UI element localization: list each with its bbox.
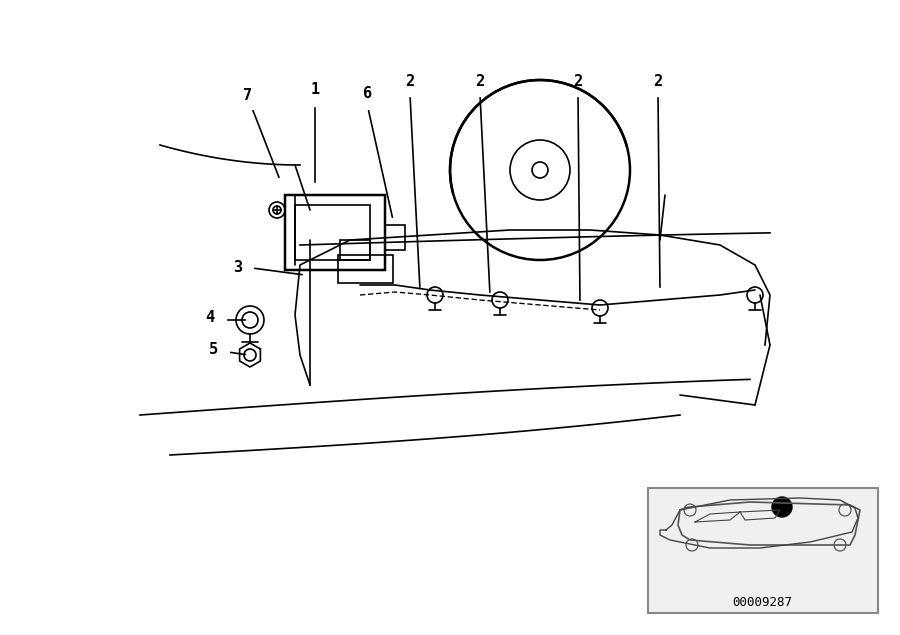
Text: 2: 2 <box>653 74 662 90</box>
Text: 5: 5 <box>209 342 218 358</box>
Circle shape <box>772 497 792 517</box>
Bar <box>295 205 370 260</box>
Bar <box>385 225 405 250</box>
Bar <box>285 195 385 270</box>
Text: 2: 2 <box>475 74 484 90</box>
Bar <box>648 488 878 613</box>
Text: 6: 6 <box>364 86 373 100</box>
Bar <box>340 240 370 260</box>
Text: 3: 3 <box>233 260 243 276</box>
Text: 4: 4 <box>205 311 214 326</box>
Text: 7: 7 <box>243 88 253 102</box>
Text: 2: 2 <box>573 74 582 90</box>
Text: 2: 2 <box>405 74 415 90</box>
Text: 00009287: 00009287 <box>732 596 792 608</box>
Text: 1: 1 <box>310 83 320 98</box>
Bar <box>338 255 393 283</box>
